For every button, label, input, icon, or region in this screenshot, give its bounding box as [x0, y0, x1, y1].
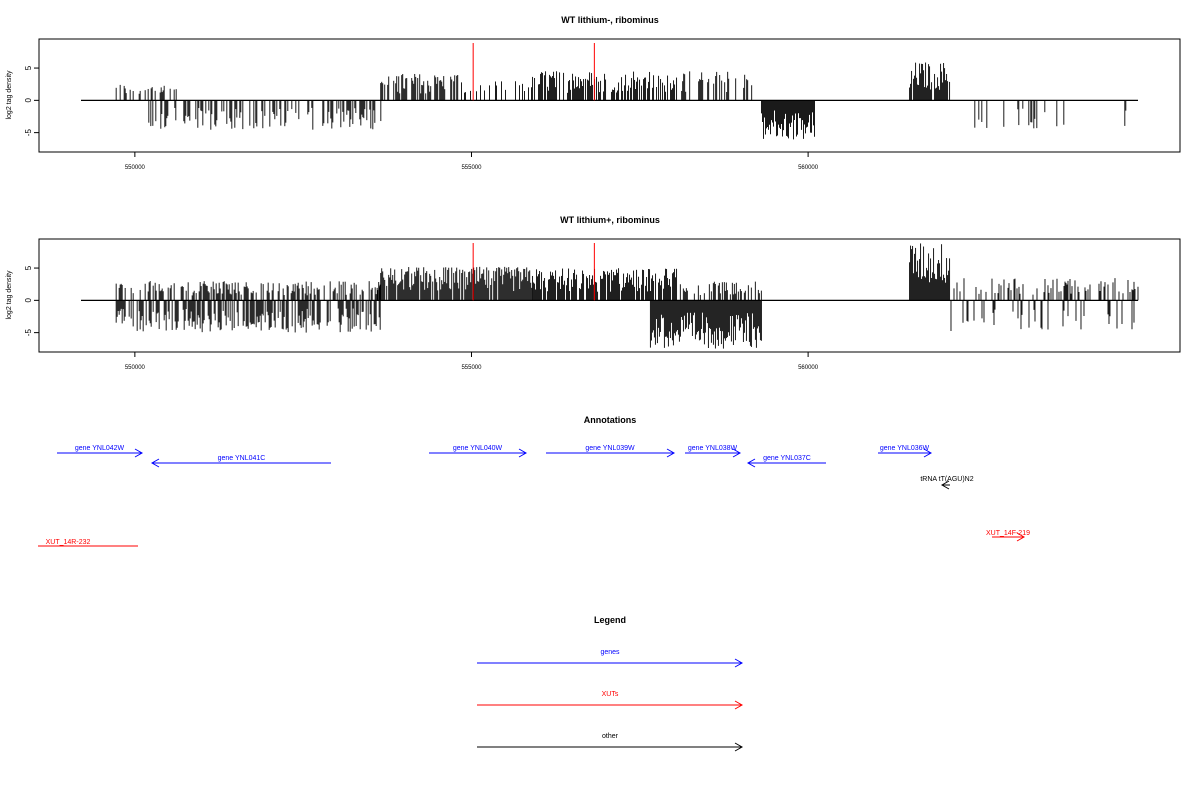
feature-label: gene YNL037C: [763, 455, 811, 462]
feature-label: gene YNL038W: [688, 445, 738, 452]
panel-2-axes: -5 0 5 550000 555000 560000: [24, 265, 819, 371]
annotation-feature: gene YNL039W: [546, 445, 676, 458]
legend-label: genes: [600, 649, 620, 656]
annotations-title: Annotations: [584, 415, 637, 425]
panel-1-bars: [81, 43, 1138, 140]
x-tick-label: 555000: [461, 165, 482, 171]
y-tick-label: 0: [24, 98, 33, 103]
legend-arrowhead: [734, 658, 744, 668]
panel-2-bars: [81, 243, 1139, 349]
x-tick-label: 550000: [125, 365, 146, 371]
y-tick-label: -5: [24, 329, 33, 337]
x-tick-label: 560000: [798, 165, 819, 171]
legend-item: other: [477, 733, 744, 752]
legend-item: XUTs: [477, 691, 744, 710]
legend-panel: Legend genes XUTs other: [477, 615, 744, 752]
legend-title: Legend: [594, 615, 626, 625]
annotation-feature: gene YNL041C: [150, 455, 331, 468]
feature-label: XUT_14R-232: [46, 539, 91, 546]
annotation-feature: gene YNL037C: [746, 455, 826, 468]
feature-arrowhead: [150, 458, 160, 468]
panel-lithium-minus: WT lithium-, ribominus log2 tag density …: [6, 15, 1181, 171]
panel-2-plot-frame: [38, 238, 1181, 353]
x-tick-label: 550000: [125, 165, 146, 171]
panel-lithium-plus: WT lithium+, ribominus log2 tag density …: [6, 215, 1181, 371]
legend-arrowhead: [734, 700, 744, 710]
y-tick-label: 5: [24, 265, 33, 270]
legend-item: genes: [477, 649, 744, 668]
feature-label: gene YNL041C: [218, 455, 266, 462]
annotation-feature: gene YNL040W: [429, 445, 528, 458]
panel-2-title: WT lithium+, ribominus: [560, 215, 660, 225]
annotation-feature: gene YNL038W: [685, 445, 742, 458]
panel-1-axes: -5 0 5 550000 555000 560000: [24, 65, 819, 171]
panel-1-plot-frame: [38, 38, 1181, 153]
annotation-feature: XUT_14F-219: [986, 530, 1030, 542]
feature-label: gene YNL042W: [75, 445, 125, 452]
annotation-tracks: gene YNL042W gene YNL041C gene YNL040W gene…: [38, 445, 1030, 547]
feature-label: gene YNL040W: [453, 445, 503, 452]
feature-label: gene YNL036W: [880, 445, 930, 452]
feature-arrowhead: [746, 458, 756, 468]
panel-2-ylabel: log2 tag density: [6, 270, 13, 320]
legend-label: other: [602, 733, 619, 740]
feature-arrowhead: [923, 448, 933, 458]
y-tick-label: -5: [24, 129, 33, 137]
y-tick-label: 0: [24, 298, 33, 303]
feature-label: XUT_14F-219: [986, 530, 1030, 537]
legend-label: XUTs: [602, 691, 619, 698]
feature-arrowhead: [732, 448, 742, 458]
legend-arrowhead: [734, 742, 744, 752]
panel-1-title: WT lithium-, ribominus: [561, 15, 659, 25]
panel-1-ylabel: log2 tag density: [6, 70, 13, 120]
feature-label: gene YNL039W: [585, 445, 635, 452]
feature-arrowhead: [134, 448, 144, 458]
legend-items: genes XUTs other: [477, 649, 744, 752]
feature-label: tRNA tT(AGU)N2: [920, 476, 973, 483]
x-tick-label: 555000: [461, 365, 482, 371]
feature-arrowhead: [1016, 532, 1026, 542]
annotation-feature: tRNA tT(AGU)N2: [920, 476, 974, 490]
y-tick-label: 5: [24, 65, 33, 70]
feature-arrowhead: [940, 480, 950, 490]
x-tick-label: 560000: [798, 365, 819, 371]
annotation-feature: gene YNL042W: [57, 445, 144, 458]
feature-arrowhead: [518, 448, 528, 458]
annotation-feature: gene YNL036W: [878, 445, 933, 458]
annotation-feature: XUT_14R-232: [38, 539, 138, 547]
feature-arrowhead: [666, 448, 676, 458]
